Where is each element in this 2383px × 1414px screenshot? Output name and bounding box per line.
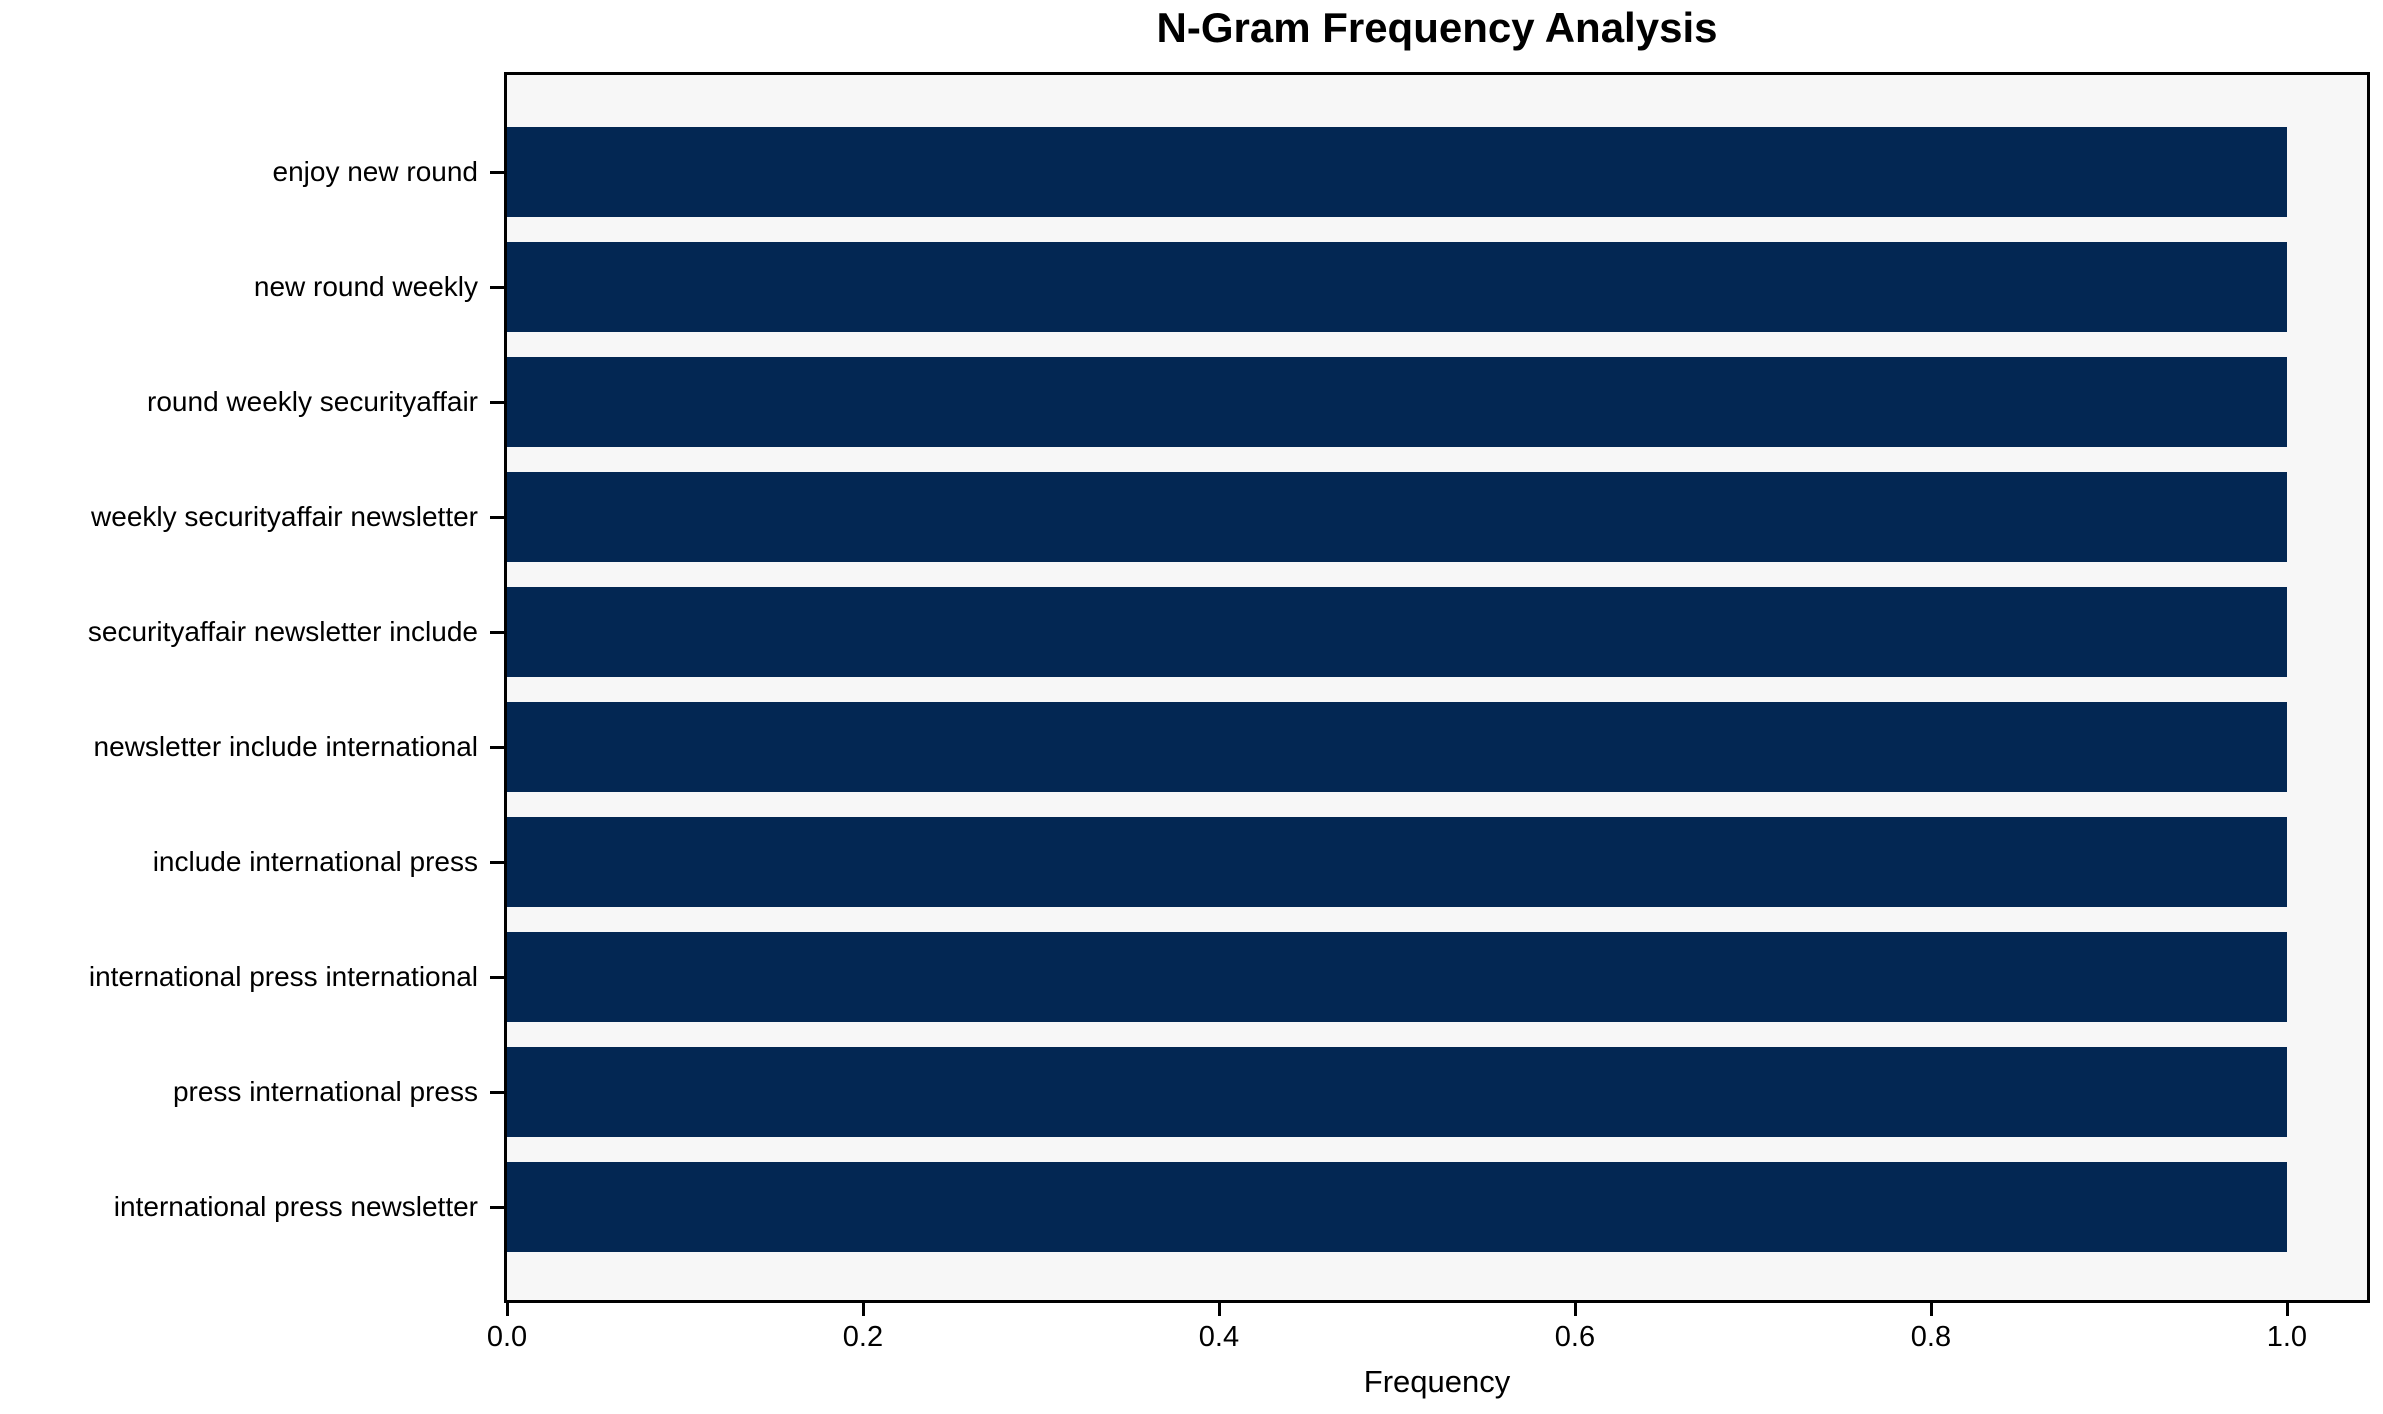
y-tick-mark (490, 516, 504, 519)
x-tick-mark (861, 1303, 865, 1316)
bars-layer (507, 75, 2367, 1300)
x-tick-mark (2285, 1303, 2289, 1316)
y-tick-mark (490, 171, 504, 174)
bar (507, 357, 2287, 447)
bar-row (507, 702, 2367, 792)
bar (507, 1047, 2287, 1137)
y-tick-mark (490, 861, 504, 864)
bar-row (507, 357, 2367, 447)
x-tick-label: 0.2 (842, 1321, 884, 1353)
y-tick-mark (490, 976, 504, 979)
bar (507, 242, 2287, 332)
y-tick-label: international press international (88, 961, 478, 992)
x-axis: 0.0 0.2 0.4 0.6 0.8 1.0 (487, 1303, 2367, 1413)
bar-row (507, 587, 2367, 677)
bar (507, 472, 2287, 562)
bar-row (507, 1162, 2367, 1252)
x-tick-label: 0.0 (486, 1321, 528, 1353)
bar-row (507, 127, 2367, 217)
bar-row (507, 932, 2367, 1022)
y-tick-mark (490, 631, 504, 634)
x-tick-label: 1.0 (2266, 1321, 2308, 1353)
y-tick-mark (490, 1206, 504, 1209)
y-tick-label: include international press (152, 846, 478, 877)
y-tick-label: press international press (172, 1076, 478, 1107)
y-tick-label: enjoy new round (272, 156, 478, 187)
y-axis-labels: enjoy new round new round weekly round wee… (0, 75, 478, 1300)
bar-row (507, 242, 2367, 332)
x-tick-mark (1929, 1303, 1933, 1316)
bar (507, 702, 2287, 792)
y-tick-label: international press newsletter (113, 1191, 478, 1222)
y-tick-mark (490, 286, 504, 289)
y-tick-label: weekly securityaffair newsletter (91, 501, 478, 532)
x-axis-title: Frequency (1363, 1364, 1511, 1399)
x-tick-label: 0.6 (1554, 1321, 1596, 1353)
y-tick-mark (490, 1091, 504, 1094)
bar-row (507, 1047, 2367, 1137)
bar (507, 932, 2287, 1022)
bar (507, 587, 2287, 677)
y-tick-mark (490, 746, 504, 749)
bar (507, 127, 2287, 217)
y-tick-label: newsletter include international (93, 731, 478, 762)
y-tick-label: new round weekly (253, 271, 478, 302)
y-tick-label: securityaffair newsletter include (87, 616, 478, 647)
bar (507, 1162, 2287, 1252)
y-tick-label: round weekly securityaffair (147, 386, 478, 417)
x-tick-mark (506, 1303, 509, 1316)
x-tick-label: 0.8 (1910, 1321, 1952, 1353)
x-tick-label: 0.4 (1198, 1321, 1240, 1353)
x-tick-mark (1573, 1303, 1577, 1316)
x-tick-mark (1217, 1303, 1221, 1316)
chart-title: N-Gram Frequency Analysis (1156, 4, 1718, 51)
y-tick-mark (490, 401, 504, 404)
bar-row (507, 817, 2367, 907)
bar (507, 817, 2287, 907)
bar-row (507, 472, 2367, 562)
